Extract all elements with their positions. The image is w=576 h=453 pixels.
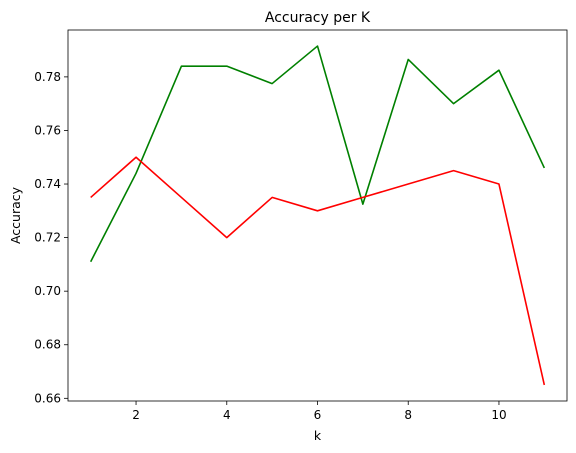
x-tick-label: 2 [132, 408, 140, 422]
x-tick-label: 6 [314, 408, 322, 422]
plot-frame [67, 29, 568, 402]
x-tick-label: 10 [491, 408, 506, 422]
chart-title: Accuracy per K [265, 10, 371, 26]
x-tick-label: 4 [223, 408, 231, 422]
series-layer [89, 45, 546, 386]
x-axis-label: k [314, 428, 322, 443]
y-tick-label: 0.66 [34, 391, 61, 405]
y-tick-label: 0.74 [34, 177, 61, 191]
y-tick-label: 0.72 [34, 231, 61, 245]
y-tick-label: 0.68 [34, 338, 61, 352]
y-tick-label: 0.70 [34, 284, 61, 298]
series-line-1 [89, 45, 546, 263]
series-line-2 [90, 156, 546, 386]
x-tick-label: 8 [404, 408, 412, 422]
x-axis: 2 4 6 8 10 [132, 401, 507, 422]
y-axis: 0.66 0.68 0.70 0.72 0.74 0.76 0.78 [34, 70, 68, 405]
y-axis-label: Accuracy [8, 186, 23, 244]
y-tick-label: 0.76 [34, 123, 61, 137]
y-tick-label: 0.78 [34, 70, 61, 84]
